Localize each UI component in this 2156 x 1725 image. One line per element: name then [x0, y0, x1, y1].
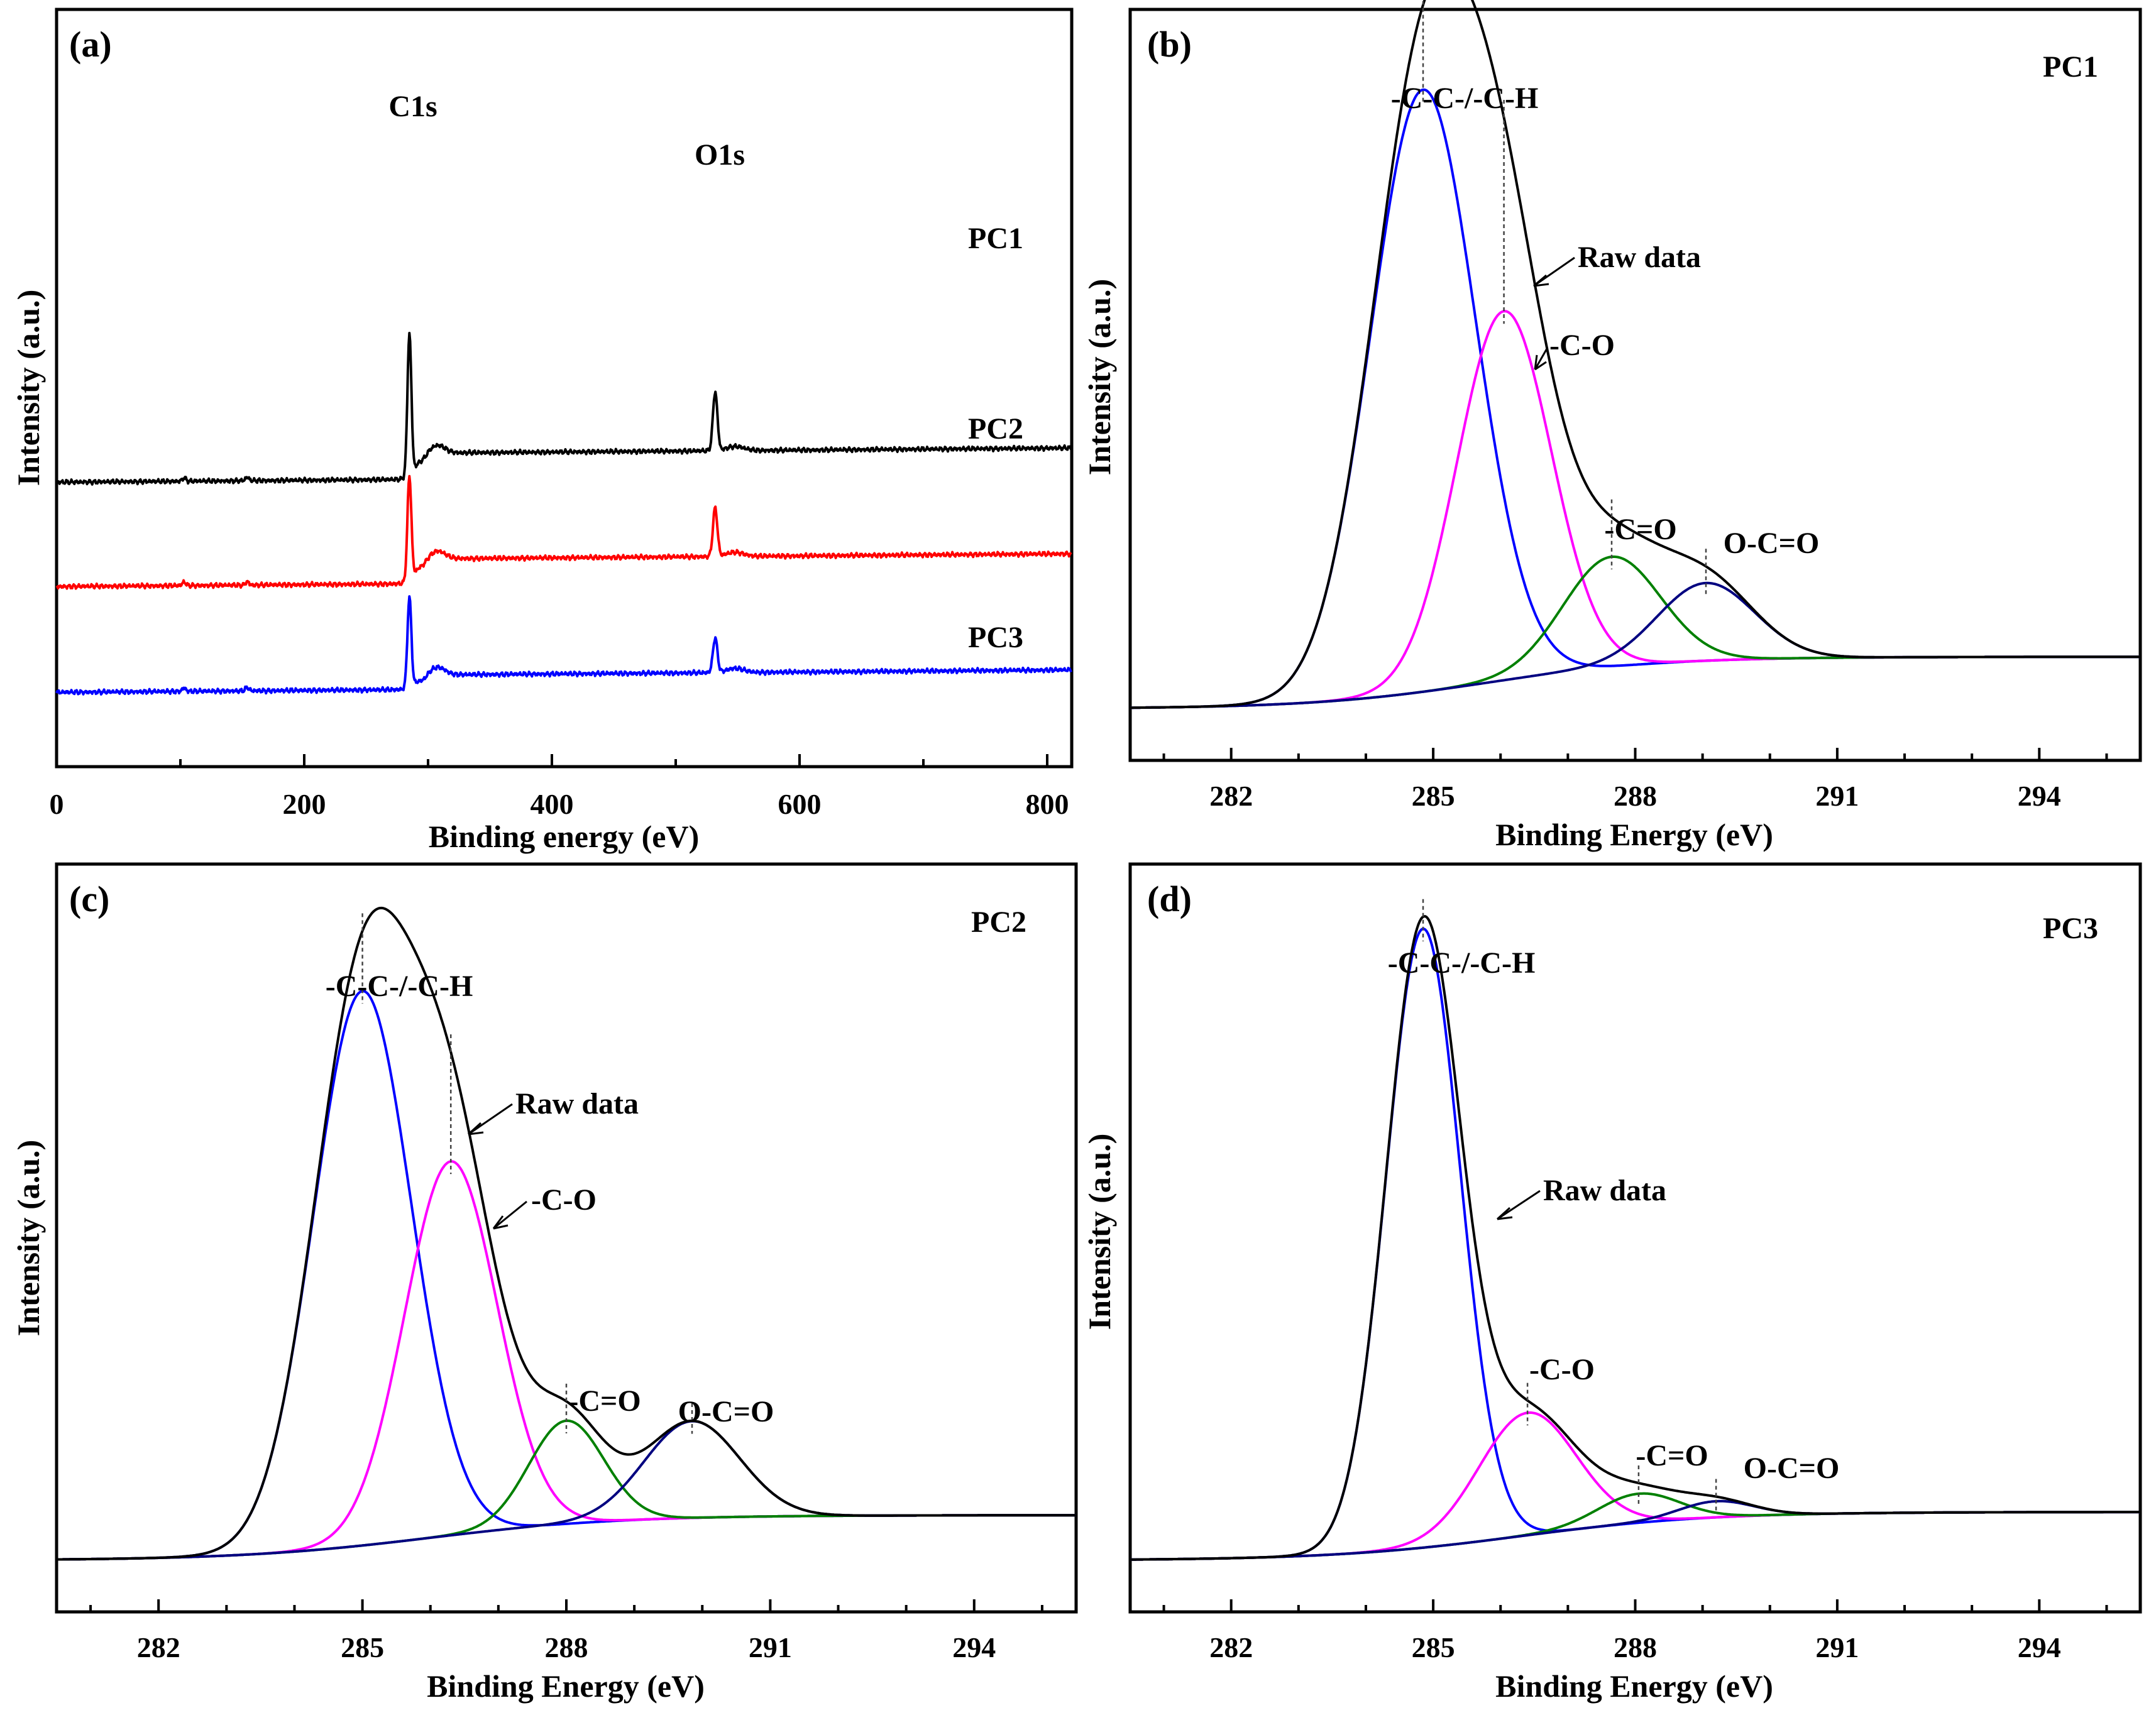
- panel-d-sample-label: PC3: [2043, 912, 2098, 945]
- panel-c-x-axis: 282 285 288 291 294: [89, 1599, 1043, 1663]
- panel-b-x-axis: 282 285 288 291 294: [1162, 748, 2108, 812]
- panel-b-component-c-double-o-line: [1130, 555, 2140, 709]
- panel-d-component-label-c-double-o: -C=O: [1636, 1439, 1708, 1472]
- panel-d-label: (d): [1147, 879, 1192, 919]
- panel-b-y-axis-label: Intensity (a.u.): [1082, 279, 1117, 476]
- panel-d-x-tick-label-294: 294: [2018, 1631, 2061, 1663]
- panel-a-series-pc2-line: [55, 474, 1072, 590]
- panel-c-x-tick-label-291: 291: [749, 1631, 792, 1663]
- panel-d-raw-data-arrow: [1496, 1190, 1541, 1220]
- panel-a-label: (a): [69, 24, 112, 65]
- panel-c-raw-data-line: [57, 906, 1076, 1561]
- panel-c-x-tick-label-288: 288: [545, 1631, 588, 1663]
- panel-b-component-label-c-c-c-h: -C-C-/-C-H: [1391, 82, 1539, 115]
- panel-a-x-tick-label-400: 400: [531, 788, 574, 820]
- panel-b-plot-frame: [1128, 8, 2142, 762]
- panel-c-pc2-c1s-spectrum: (c) PC2 -C-C-/-C-H -C-O -C=O O-C=O Raw d…: [11, 862, 1078, 1704]
- panel-c-label: (c): [69, 879, 109, 919]
- panel-a-series-pc3-line: [55, 595, 1072, 696]
- panel-a-series-pc1-line: [55, 332, 1072, 486]
- panel-a-x-tick-label-0: 0: [50, 788, 64, 820]
- panel-d-raw-data-line: [1130, 915, 2140, 1561]
- panel-d-x-tick-label-285: 285: [1412, 1631, 1455, 1663]
- panel-b-x-tick-label-288: 288: [1614, 780, 1657, 812]
- panel-d-component-c-double-o-line: [1130, 1492, 2140, 1561]
- panel-b-sample-label: PC1: [2043, 50, 2098, 84]
- panel-d-component-label-o-c-double-o: O-C=O: [1744, 1452, 1840, 1485]
- panel-d-raw-data-label: Raw data: [1543, 1174, 1666, 1207]
- panel-d-component-c-o-line: [1130, 1411, 2140, 1561]
- panel-d-plot-frame: [1128, 862, 2142, 1614]
- panel-b-component-label-c-double-o: -C=O: [1604, 513, 1676, 546]
- panel-a-x-tick-label-200: 200: [283, 788, 326, 820]
- panel-a-x-axis-label: Binding energy (eV): [429, 819, 700, 854]
- panel-a-y-axis-label: Intensity (a.u.): [11, 290, 46, 486]
- panel-b-x-axis-label: Binding Energy (eV): [1495, 817, 1773, 852]
- panel-c-component-c-c-c-h-line: [57, 990, 1076, 1561]
- panel-d-component-o-c-double-o-line: [1130, 1499, 2140, 1561]
- panel-a-x-tick-label-800: 800: [1026, 788, 1069, 820]
- panel-b-x-tick-label-285: 285: [1412, 780, 1455, 812]
- panel-d-x-tick-label-282: 282: [1209, 1631, 1253, 1663]
- panel-a-peak-label-o1s: O1s: [695, 138, 745, 172]
- panel-b-component-c-c-c-h-line: [1130, 88, 2140, 709]
- panel-b-raw-data-arrow: [1533, 256, 1575, 287]
- panel-a-series-label-pc2: PC2: [968, 412, 1023, 446]
- panel-b-c-o-arrow: [1534, 347, 1549, 371]
- panel-d-x-tick-label-291: 291: [1815, 1631, 1859, 1663]
- panel-a-x-tick-label-600: 600: [778, 788, 822, 820]
- panel-c-y-axis-label: Intensity (a.u.): [11, 1140, 46, 1337]
- panel-d-x-axis-label: Binding Energy (eV): [1495, 1668, 1773, 1704]
- panel-c-x-tick-label-282: 282: [137, 1631, 180, 1663]
- panel-c-plot-frame: [55, 862, 1078, 1614]
- panel-a-peak-label-c1s: C1s: [388, 90, 437, 123]
- panel-c-component-c-double-o-line: [57, 1419, 1076, 1561]
- panel-c-c-o-arrow: [492, 1200, 527, 1230]
- panel-b-x-tick-label-282: 282: [1209, 780, 1253, 812]
- panel-c-x-axis-label: Binding Energy (eV): [427, 1668, 705, 1704]
- panel-b-pc1-c1s-spectrum: (b) PC1 -C-C-/-C-H -C-O -C=O O-C=O Raw d…: [1082, 0, 2142, 852]
- panel-c-component-label-c-o: -C-O: [531, 1183, 597, 1217]
- panel-b-component-label-o-c-double-o: O-C=O: [1724, 527, 1820, 560]
- panel-a-series-label-pc1: PC1: [968, 222, 1023, 255]
- panel-b-label: (b): [1147, 24, 1192, 65]
- panel-c-sample-label: PC2: [971, 906, 1026, 939]
- panel-d-component-label-c-c-c-h: -C-C-/-C-H: [1388, 946, 1536, 980]
- panel-b-x-tick-label-294: 294: [2018, 780, 2061, 812]
- panel-b-component-label-c-o: -C-O: [1549, 329, 1615, 362]
- panel-b-raw-data-label: Raw data: [1578, 241, 1701, 274]
- panel-b-raw-data-line: [1130, 0, 2140, 709]
- panel-c-component-o-c-double-o-line: [57, 1420, 1076, 1561]
- panel-b-x-tick-label-291: 291: [1815, 780, 1859, 812]
- panel-a-series-label-pc3: PC3: [968, 621, 1023, 654]
- panel-c-x-tick-label-294: 294: [952, 1631, 996, 1663]
- panel-d-component-label-c-o: -C-O: [1529, 1353, 1595, 1386]
- panel-b-component-c-o-line: [1130, 310, 2140, 709]
- panel-d-x-tick-label-288: 288: [1614, 1631, 1657, 1663]
- panel-d-pc3-c1s-spectrum: (d) PC3 -C-C-/-C-H -C-O -C=O O-C=O Raw d…: [1082, 862, 2142, 1704]
- panel-d-x-axis: 282 285 288 291 294: [1162, 1599, 2108, 1663]
- panel-c-component-label-c-double-o: -C=O: [568, 1384, 641, 1418]
- panel-a-survey-spectrum: (a) C1s O1s PC1 PC2 PC3 0 200 400 600 80…: [11, 8, 1074, 854]
- panel-a-plot-frame: [55, 8, 1074, 769]
- panel-c-component-c-o-line: [57, 1160, 1076, 1561]
- panel-c-raw-data-label: Raw data: [515, 1087, 639, 1120]
- panel-c-raw-data-arrow: [467, 1103, 513, 1136]
- panel-c-x-tick-label-285: 285: [341, 1631, 384, 1663]
- panel-a-x-axis: 0 200 400 600 800: [50, 754, 1069, 820]
- panel-c-component-label-o-c-double-o: O-C=O: [678, 1395, 774, 1428]
- panel-d-y-axis-label: Intensity (a.u.): [1082, 1134, 1117, 1330]
- panel-c-component-label-c-c-c-h: -C-C-/-C-H: [326, 970, 473, 1003]
